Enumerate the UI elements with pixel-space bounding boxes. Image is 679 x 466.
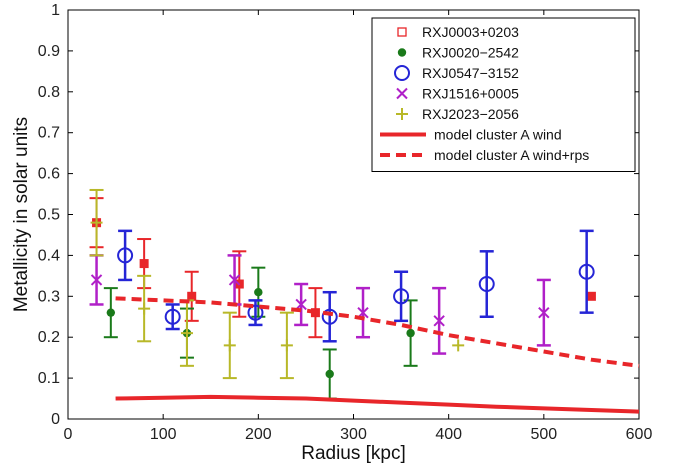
data-point [164, 308, 181, 325]
data-point [139, 259, 149, 269]
legend-label: model cluster A wind [434, 127, 562, 143]
data-point [452, 339, 465, 352]
y-tick-label: 0.9 [38, 43, 60, 60]
y-tick-label: 0.7 [38, 125, 60, 142]
data-point [578, 263, 595, 280]
x-tick-label: 600 [626, 426, 653, 443]
data-point [254, 288, 263, 297]
data-point [280, 339, 293, 352]
series-layer [89, 188, 640, 414]
y-tick-label: 0 [51, 411, 60, 428]
legend-marker [397, 27, 407, 37]
data-point [586, 291, 596, 301]
data-point [228, 274, 241, 286]
x-axis-label: Radius [kpc] [301, 443, 406, 464]
series-RXJ2023−2056 [89, 188, 465, 380]
legend-marker [396, 87, 408, 100]
data-point [433, 315, 445, 327]
x-tick-label: 0 [64, 426, 73, 443]
data-point [187, 291, 197, 301]
data-point [223, 339, 236, 352]
legend-label: RXJ0003+0203 [422, 24, 519, 40]
legend-label: RXJ2023−2056 [422, 106, 519, 122]
x-tick-label: 200 [245, 426, 272, 443]
axis-ticks: 0 100 200 300 400 500 600 0 0.1 0.2 0.3 0.4 0.5 0.6 0.… [38, 2, 653, 443]
legend-label: model cluster A wind+rps [434, 147, 589, 163]
y-tick-label: 0.6 [38, 166, 60, 183]
legend-marker [397, 48, 407, 57]
data-point [538, 306, 550, 319]
legend-entry: RXJ0003+0203 [397, 24, 519, 40]
y-tick-label: 0.8 [38, 84, 60, 101]
data-point [406, 328, 415, 338]
series-RXJ1516+0005 [89, 254, 551, 355]
data-point [180, 327, 193, 340]
x-tick-label: 300 [340, 426, 367, 443]
x-tick-label: 500 [530, 426, 557, 443]
data-point [247, 304, 264, 321]
legend-entry: RXJ0547−3152 [394, 65, 519, 81]
data-point [138, 302, 151, 315]
y-tick-label: 0.2 [38, 329, 60, 346]
series-RXJ0547−3152 [117, 229, 595, 343]
data-point [90, 274, 103, 286]
data-point [90, 216, 103, 229]
data-point [478, 276, 495, 293]
y-tick-label: 1 [51, 2, 60, 19]
legend-entry: RXJ0020−2542 [397, 45, 519, 61]
y-axis-label: Metallicity in solar units [11, 117, 32, 312]
model-line [115, 394, 640, 414]
data-point [117, 247, 134, 264]
x-tick-label: 400 [435, 426, 462, 443]
series-model cluster A wind+rps [115, 296, 640, 368]
y-tick-label: 0.3 [38, 288, 60, 305]
legend-label: RXJ0020−2542 [422, 45, 519, 61]
data-point [321, 308, 338, 325]
legend-entry: RXJ2023−2056 [396, 106, 519, 122]
data-point [393, 288, 410, 305]
legend: RXJ0003+0203 RXJ0020−2542 RXJ0547−3152 RXJ1… [371, 17, 636, 172]
legend-entry: model cluster A wind+rps [380, 147, 589, 163]
legend-entry: RXJ1516+0005 [396, 86, 519, 102]
data-point [106, 308, 116, 317]
x-tick-label: 100 [150, 426, 177, 443]
legend-marker [396, 108, 408, 120]
legend-entry: model cluster A wind [380, 127, 562, 143]
y-tick-label: 0.4 [38, 247, 60, 264]
legend-label: RXJ1516+0005 [422, 86, 519, 102]
y-tick-label: 0.1 [38, 370, 60, 387]
legend-box [371, 17, 636, 172]
legend-label: RXJ0547−3152 [422, 65, 519, 81]
series-model cluster A wind [115, 394, 640, 414]
data-point [295, 298, 307, 311]
data-point [325, 369, 334, 379]
legend-marker [394, 65, 410, 81]
y-tick-label: 0.5 [38, 207, 60, 224]
model-line [115, 296, 640, 368]
